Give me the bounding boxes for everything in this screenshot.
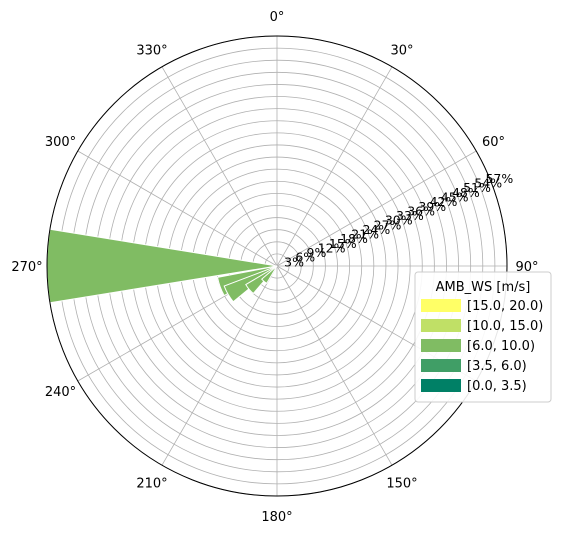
- legend-label: [3.5, 6.0): [467, 359, 527, 374]
- legend-swatch: [421, 359, 461, 372]
- angle-tick-label: 210°: [136, 477, 167, 492]
- angle-tick-label: 90°: [515, 260, 538, 275]
- angle-tick-label: 60°: [482, 135, 505, 150]
- legend-label: [10.0, 15.0): [467, 319, 543, 334]
- wind-bar-220: [261, 265, 278, 285]
- radius-tick-label: 24%: [362, 222, 390, 237]
- radius-tick-label: 18%: [340, 231, 368, 246]
- legend-label: [15.0, 20.0): [467, 299, 543, 314]
- angle-tick-label: 330°: [136, 43, 167, 58]
- angle-tick-label: 0°: [270, 10, 285, 25]
- grid-spoke: [276, 265, 393, 466]
- radius-tick-label: 42%: [430, 194, 458, 209]
- angle-tick-label: 150°: [386, 477, 417, 492]
- radius-tick-label: 36%: [407, 203, 435, 218]
- radius-tick-labels: 3%6%9%12%15%18%21%24%27%30%33%36%39%42%4…: [284, 171, 513, 269]
- legend: AMB_WS [m/s] [15.0, 20.0) [10.0, 15.0) [6.…: [414, 271, 552, 403]
- radius-tick-label: 54%: [474, 176, 502, 191]
- angle-tick-label: 180°: [261, 510, 292, 525]
- radius-tick-label: 33%: [396, 208, 424, 223]
- legend-entries: [15.0, 20.0) [10.0, 15.0) [6.0, 10.0) [3.5,…: [421, 299, 543, 394]
- angle-tick-label: 300°: [45, 135, 76, 150]
- grid-spoke: [77, 150, 278, 267]
- polar-frame: [46, 35, 508, 497]
- radius-tick-label: 21%: [351, 227, 379, 242]
- radius-tick-label: 45%: [441, 190, 469, 205]
- radius-tick-label: 3%: [284, 254, 304, 269]
- radius-tick-label: 39%: [418, 199, 446, 214]
- legend-swatch: [421, 379, 461, 392]
- legend-swatch: [421, 339, 461, 352]
- radius-tick-label: 51%: [463, 180, 491, 195]
- angle-tick-labels: 0° 30° 60° 90° 150° 180° 210° 240° 270° 300° 330°: [11, 10, 538, 525]
- grid-spoke: [161, 265, 278, 466]
- wind-bars: [46, 228, 278, 304]
- angle-tick-label: 30°: [390, 43, 413, 58]
- grid-spoke: [161, 66, 278, 267]
- radius-tick-label: 27%: [374, 217, 402, 232]
- legend-swatch: [421, 319, 461, 332]
- grid-spoke: [276, 150, 477, 267]
- grid-spoke: [276, 66, 393, 267]
- radius-tick-label: 30%: [385, 213, 413, 228]
- legend-title: AMB_WS [m/s]: [436, 280, 531, 295]
- radius-tick-label: 12%: [318, 240, 346, 255]
- radius-tick-label: 9%: [307, 245, 327, 260]
- radius-tick-label: 15%: [329, 236, 357, 251]
- legend-label: [0.0, 3.5): [467, 379, 527, 394]
- legend-label: [6.0, 10.0): [467, 339, 535, 354]
- legend-swatch: [421, 299, 461, 312]
- radius-tick-label: 6%: [295, 250, 315, 265]
- angle-tick-label: 270°: [11, 260, 42, 275]
- radius-tick-label: 48%: [452, 185, 480, 200]
- angle-tick-label: 240°: [45, 385, 76, 400]
- radius-tick-label: 57%: [485, 171, 513, 186]
